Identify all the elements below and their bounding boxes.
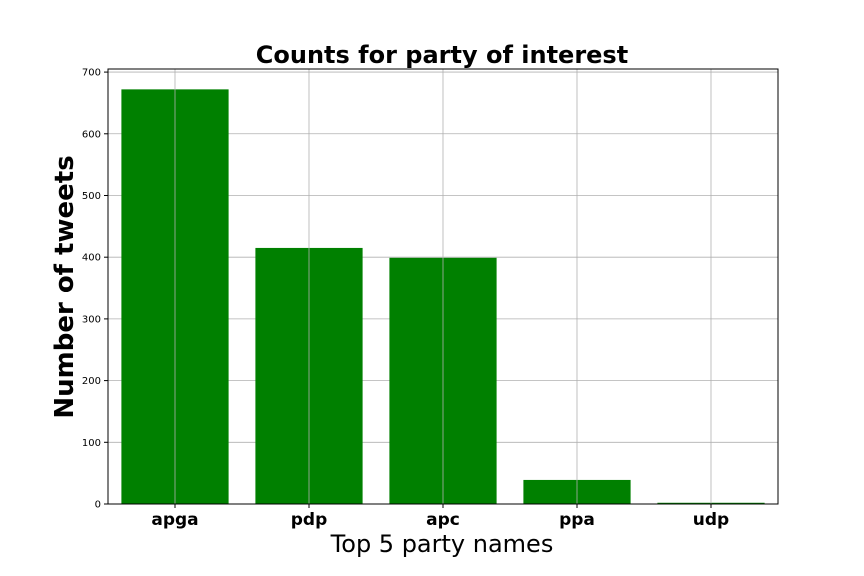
x-tick-label: udp bbox=[693, 510, 729, 530]
y-axis-label: Number of tweets bbox=[50, 155, 80, 418]
y-tick-label: 500 bbox=[82, 191, 101, 202]
x-tick-label: apc bbox=[426, 510, 460, 530]
x-tick-label: pdp bbox=[291, 510, 328, 530]
y-tick-label: 100 bbox=[82, 438, 101, 449]
y-tick-label: 700 bbox=[82, 68, 101, 79]
x-tick-label: ppa bbox=[559, 510, 595, 530]
y-tick-label: 400 bbox=[82, 253, 101, 264]
chart-title: Counts for party of interest bbox=[256, 41, 628, 69]
x-axis-label: Top 5 party names bbox=[330, 530, 554, 558]
y-tick-label: 600 bbox=[82, 129, 101, 140]
y-tick-label: 200 bbox=[82, 376, 101, 387]
axis-ticks: 0 100 200 300 400 500 600 700 apga pdp apc ppa udp bbox=[82, 68, 729, 530]
y-tick-label: 300 bbox=[82, 314, 101, 325]
plot-frame bbox=[107, 68, 779, 505]
x-tick-label: apga bbox=[151, 510, 198, 530]
y-tick-label: 0 bbox=[95, 500, 101, 511]
